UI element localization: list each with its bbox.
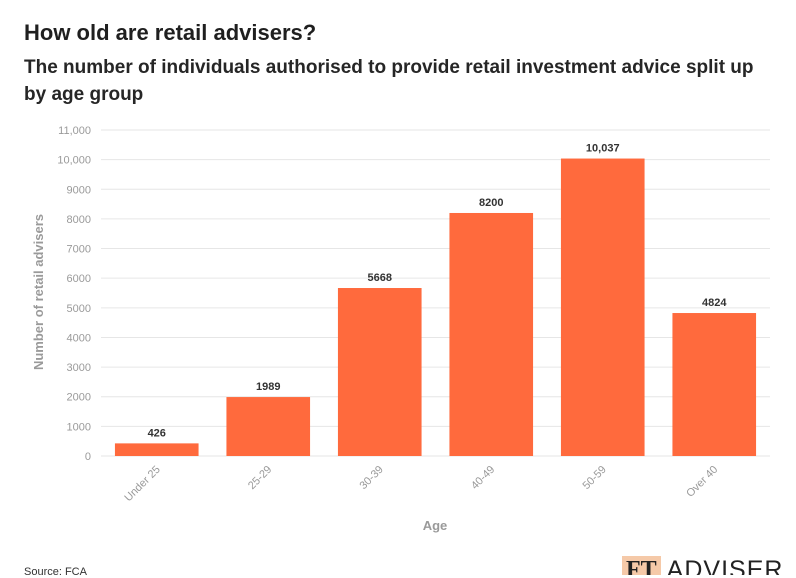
chart-subtitle: The number of individuals authorised to … xyxy=(24,57,754,105)
y-tick-label: 9000 xyxy=(67,184,91,196)
bar-value-label: 5668 xyxy=(368,272,392,284)
y-axis-label: Number of retail advisers xyxy=(31,214,46,370)
chart-title: How old are retail advisers? xyxy=(24,20,317,45)
y-tick-label: 5000 xyxy=(67,303,91,315)
data-labels: 426 1989 5668 8200 10,037 4824 xyxy=(148,143,728,440)
bar-value-label: 426 xyxy=(148,427,166,439)
y-tick-label: 7000 xyxy=(67,244,91,256)
x-tick-label: 30-39 xyxy=(357,464,385,492)
source-note: Source: FCA xyxy=(24,566,87,578)
bar-value-label: 8200 xyxy=(479,197,503,209)
x-tick-label: 40-49 xyxy=(469,464,497,492)
x-tick-label: Under 25 xyxy=(122,464,162,504)
bar xyxy=(560,158,645,456)
x-axis-label: Age xyxy=(423,518,448,533)
y-tick-label: 4000 xyxy=(67,332,91,344)
x-tick-label: Over 40 xyxy=(684,464,720,500)
y-tick-label: 6000 xyxy=(67,273,91,285)
logo-ft-mark: FT xyxy=(622,556,661,575)
y-tick-label: 1000 xyxy=(67,421,91,433)
x-axis-ticks: Under 25 25-29 30-39 40-49 50-59 Over 40 xyxy=(122,464,720,504)
ft-adviser-logo: FT ADVISER xyxy=(622,556,783,575)
y-tick-label: 11,000 xyxy=(58,125,91,137)
bar-value-label: 1989 xyxy=(256,381,280,393)
grid-lines xyxy=(101,129,770,457)
bar xyxy=(449,212,534,456)
y-tick-label: 10,000 xyxy=(57,155,91,167)
y-tick-label: 0 xyxy=(85,451,91,463)
y-tick-label: 2000 xyxy=(67,392,91,404)
bar xyxy=(337,288,422,456)
bars xyxy=(114,158,757,456)
y-axis-ticks: 0 1000 2000 3000 4000 5000 6000 7000 8000 9000 10,… xyxy=(57,125,91,463)
y-tick-label: 3000 xyxy=(67,362,91,374)
bar xyxy=(672,313,757,456)
logo-adviser-text: ADVISER xyxy=(666,556,784,575)
bar xyxy=(114,443,199,456)
bar-value-label: 10,037 xyxy=(586,143,620,155)
y-tick-label: 8000 xyxy=(67,214,91,226)
bar xyxy=(226,397,311,456)
bar-value-label: 4824 xyxy=(702,297,727,309)
x-tick-label: 50-59 xyxy=(580,464,608,492)
x-tick-label: 25-29 xyxy=(246,464,274,492)
